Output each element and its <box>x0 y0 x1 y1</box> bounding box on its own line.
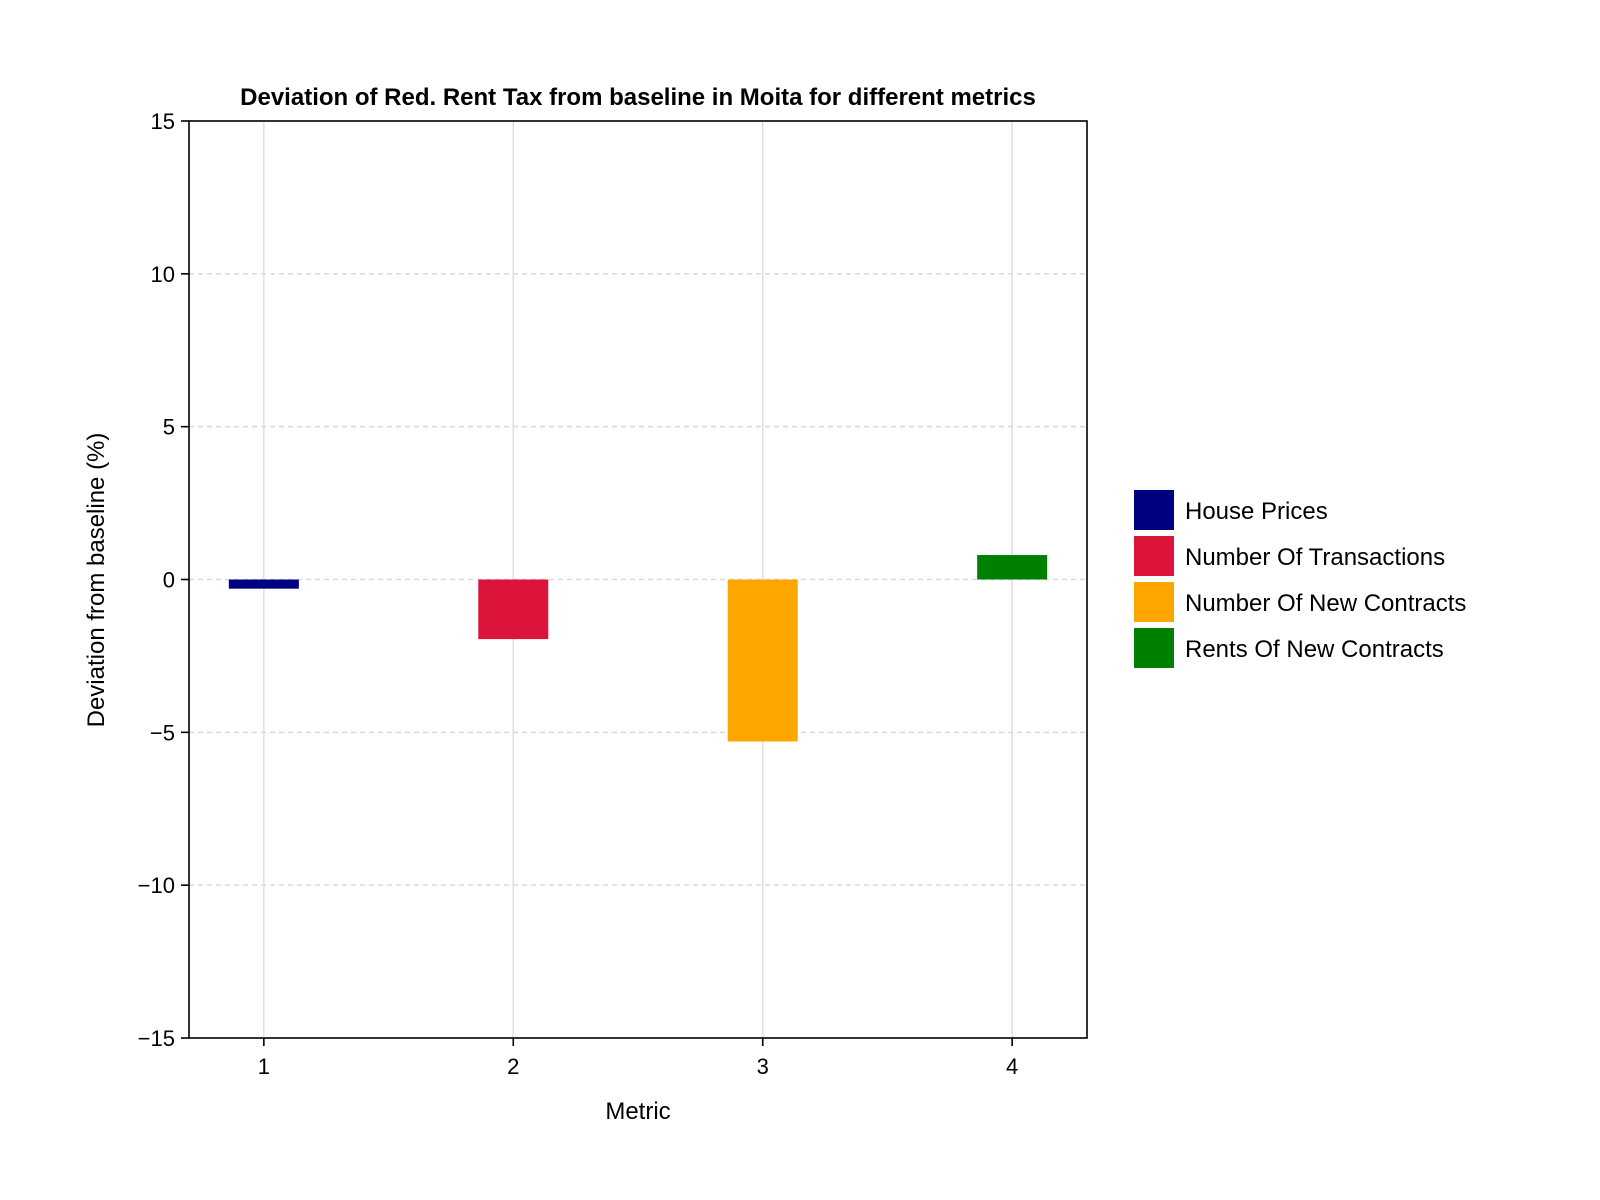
legend: House Prices Number Of Transactions Number… <box>1134 490 1466 668</box>
y-tick-label: 10 <box>151 262 175 287</box>
y-tick-label: −5 <box>150 720 175 745</box>
bar-number-of-transactions <box>478 579 549 640</box>
x-tick-label: 1 <box>258 1054 270 1079</box>
y-tick-label: 15 <box>151 109 175 134</box>
legend-label: House Prices <box>1185 498 1328 525</box>
x-tick-label: 4 <box>1006 1054 1018 1079</box>
bar-rents-of-new-contracts <box>977 555 1048 580</box>
x-tick-label: 3 <box>757 1054 769 1079</box>
y-tick-label: 0 <box>163 568 175 593</box>
legend-swatch <box>1134 536 1174 576</box>
x-axis-label: Metric <box>605 1098 670 1125</box>
legend-label: Number Of Transactions <box>1185 544 1445 571</box>
y-tick-label: 5 <box>163 415 175 440</box>
x-tick-label: 2 <box>507 1054 519 1079</box>
x-axis: 1 2 3 4 <box>258 1038 1018 1079</box>
legend-swatch <box>1134 628 1174 668</box>
legend-swatch <box>1134 490 1174 530</box>
y-tick-label: −10 <box>138 873 175 898</box>
legend-label: Number Of New Contracts <box>1185 590 1466 617</box>
y-axis: −15 −10 −5 0 5 10 15 <box>138 109 189 1051</box>
legend-swatch <box>1134 582 1174 622</box>
bar-number-of-new-contracts <box>727 579 798 742</box>
chart-title: Deviation of Red. Rent Tax from baseline… <box>240 84 1036 111</box>
y-tick-label: −15 <box>138 1026 175 1051</box>
y-axis-label: Deviation from baseline (%) <box>83 433 110 728</box>
bars <box>228 555 1048 742</box>
bar-house-prices <box>228 579 299 589</box>
legend-label: Rents Of New Contracts <box>1185 636 1444 663</box>
